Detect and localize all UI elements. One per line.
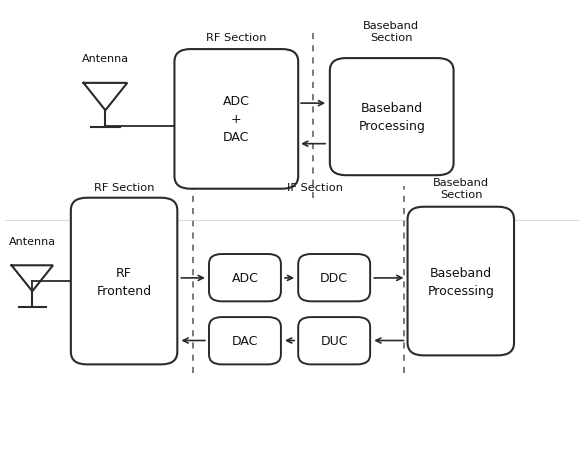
Text: ADC: ADC <box>231 272 258 284</box>
FancyBboxPatch shape <box>298 254 370 302</box>
FancyBboxPatch shape <box>71 198 177 364</box>
FancyBboxPatch shape <box>408 207 514 356</box>
Text: Baseband
Processing: Baseband Processing <box>427 266 494 297</box>
Text: Antenna: Antenna <box>9 237 56 247</box>
Text: RF
Frontend: RF Frontend <box>97 266 152 297</box>
Text: DDC: DDC <box>320 272 348 284</box>
Text: Antenna: Antenna <box>82 54 129 63</box>
Text: Baseband
Processing: Baseband Processing <box>359 102 425 133</box>
Text: Baseband
Section: Baseband Section <box>363 21 420 43</box>
Text: ADC
+
DAC: ADC + DAC <box>223 95 250 144</box>
FancyBboxPatch shape <box>174 50 298 189</box>
FancyBboxPatch shape <box>209 318 281 364</box>
Text: RF Section: RF Section <box>94 182 154 192</box>
Text: IF Section: IF Section <box>287 182 343 192</box>
Text: DUC: DUC <box>321 334 348 348</box>
Text: Baseband
Section: Baseband Section <box>433 177 489 200</box>
FancyBboxPatch shape <box>298 318 370 364</box>
FancyBboxPatch shape <box>330 59 454 176</box>
Text: DAC: DAC <box>232 334 258 348</box>
Text: RF Section: RF Section <box>206 33 267 43</box>
FancyBboxPatch shape <box>209 254 281 302</box>
